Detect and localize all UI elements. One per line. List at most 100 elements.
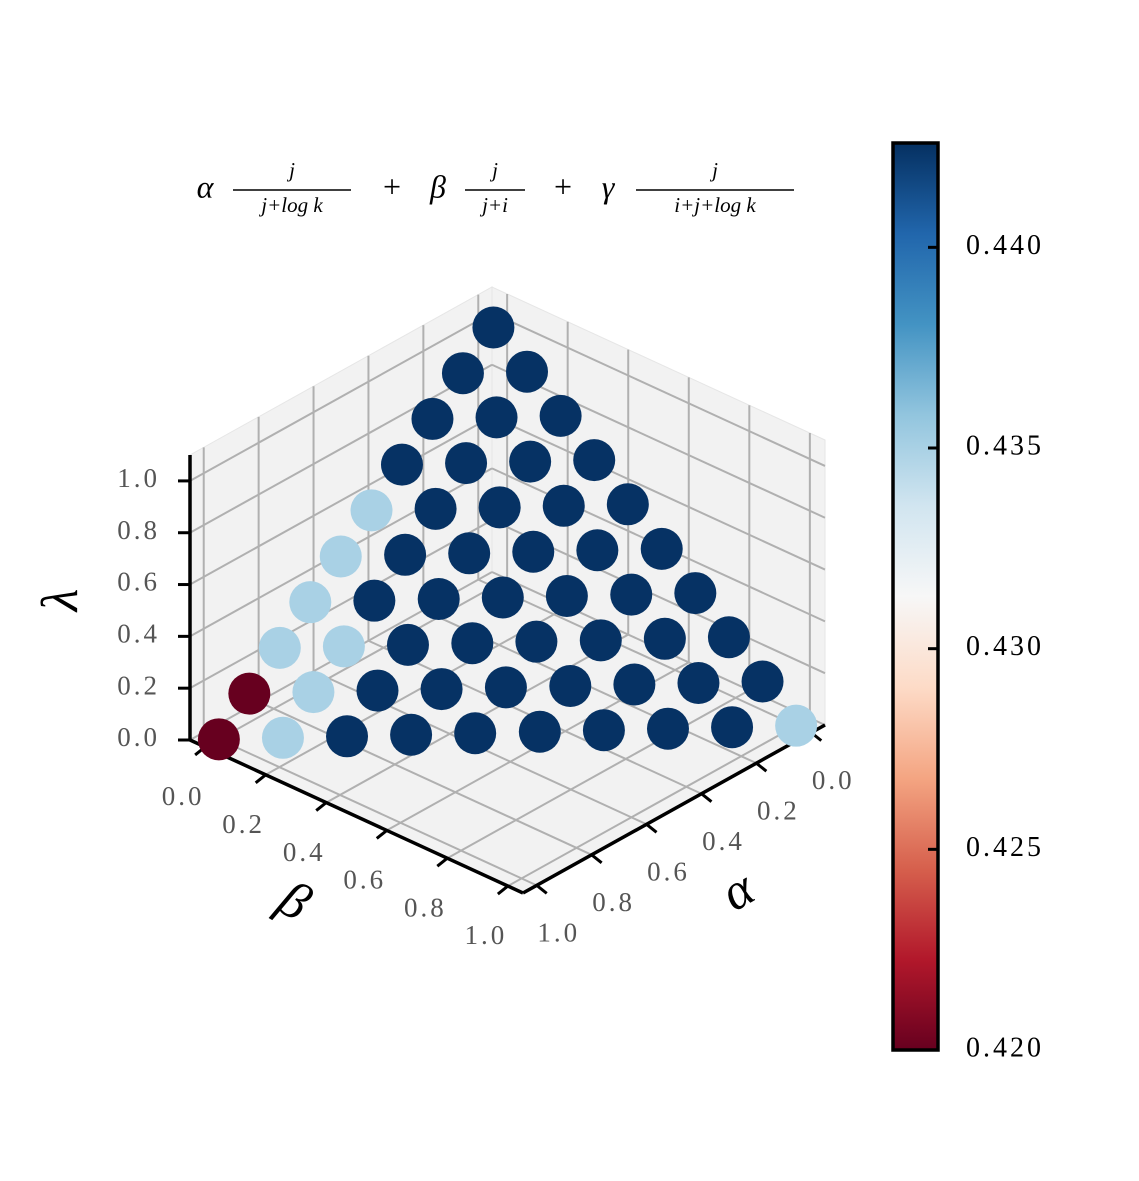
y-tick-label: 0.6 (343, 865, 386, 895)
z-tick-label: 1.0 (117, 463, 160, 493)
y-tick-label: 0.2 (222, 809, 265, 839)
grid-line (203, 731, 538, 887)
point (579, 619, 622, 662)
grid-line (491, 312, 826, 467)
point (674, 572, 717, 615)
point (384, 533, 427, 576)
point (261, 716, 304, 759)
colorbar-tick-label: 0.425 (966, 832, 1044, 863)
title: α j j+log k + β j j+i + γ j i+j+log k (197, 158, 794, 217)
colorbar-tick-label: 0.440 (966, 230, 1044, 261)
x-tick-label: 0.2 (757, 795, 800, 825)
colorbar-scale (891, 141, 940, 1052)
grid-line (189, 519, 493, 690)
point (411, 397, 454, 440)
z-tick-label: 0.8 (117, 515, 160, 545)
point (509, 440, 552, 483)
grid-line (491, 363, 826, 519)
title-coefficient: α (197, 168, 215, 204)
axis-line (522, 723, 826, 895)
x-tick-label: 0.8 (592, 887, 635, 917)
point (228, 672, 271, 715)
y-tick (375, 829, 388, 840)
point (445, 442, 488, 485)
point (353, 579, 396, 622)
point (475, 396, 518, 439)
title-denominator: j+i (479, 193, 508, 217)
colorbar-tick-label: 0.430 (966, 631, 1044, 662)
title-operator: + (554, 168, 572, 204)
point (707, 616, 750, 659)
x-tick-label: 0.4 (702, 826, 745, 856)
grid-line (189, 363, 493, 534)
x-tick (700, 792, 713, 803)
title-denominator: i+j+log k (674, 193, 756, 217)
point (478, 486, 521, 529)
title-numerator: j (286, 158, 295, 182)
point (542, 484, 585, 527)
point (441, 352, 484, 395)
colorbar-tick-label: 0.420 (966, 1032, 1044, 1063)
x-tick-label: 1.0 (537, 918, 580, 948)
point (326, 715, 369, 758)
point (613, 663, 656, 706)
point (646, 707, 689, 750)
title-numerator: j (489, 158, 498, 182)
y-axis-label: β (268, 869, 320, 932)
x-axis-label: α (712, 859, 766, 923)
y-tick-label: 0.0 (162, 781, 205, 811)
point (549, 665, 592, 708)
grid-line (507, 717, 811, 887)
y-tick-label: 1.0 (464, 920, 507, 950)
y-tick (496, 884, 509, 896)
colorbar: 0.420 0.425 0.430 0.435 0.440 (891, 141, 1044, 1063)
x-tick (535, 884, 548, 895)
title-coefficient: γ (602, 168, 616, 204)
y-tick (436, 857, 449, 868)
x-tick (755, 762, 768, 773)
title-numerator: j (709, 158, 718, 182)
z-tick-label: 0.6 (117, 567, 160, 597)
grid-line (189, 312, 493, 482)
point (640, 527, 683, 570)
axis-line (189, 738, 524, 895)
point (350, 489, 393, 532)
title-coefficient: β (429, 168, 446, 204)
grid-line (477, 578, 812, 734)
grid-line (189, 415, 493, 586)
point (472, 306, 515, 349)
point (289, 581, 332, 624)
x-tick-label: 0.0 (812, 765, 855, 795)
x-tick-label: 0.6 (647, 856, 690, 886)
point (576, 529, 619, 572)
point (451, 622, 494, 665)
point (417, 578, 460, 621)
point (319, 535, 362, 578)
point (420, 668, 463, 711)
point (258, 626, 301, 669)
y-tick-label: 0.8 (404, 892, 447, 922)
point (518, 710, 561, 753)
point (582, 709, 625, 752)
point (414, 487, 457, 530)
points (197, 306, 818, 761)
point (610, 573, 653, 616)
point (386, 623, 429, 666)
grid-line (446, 689, 750, 860)
z-axis-label: λ (32, 589, 89, 614)
z-tick-label: 0.0 (117, 722, 160, 752)
y-tick-label: 0.4 (283, 837, 326, 867)
point (545, 574, 588, 617)
x-tick (645, 823, 658, 834)
point (322, 625, 365, 668)
z-tick-label: 0.4 (117, 619, 160, 649)
point (711, 706, 754, 749)
point (390, 713, 433, 756)
point (292, 671, 335, 714)
y-tick (315, 801, 328, 812)
point (448, 532, 491, 575)
point (539, 394, 582, 437)
point (197, 718, 240, 761)
point (481, 576, 524, 619)
